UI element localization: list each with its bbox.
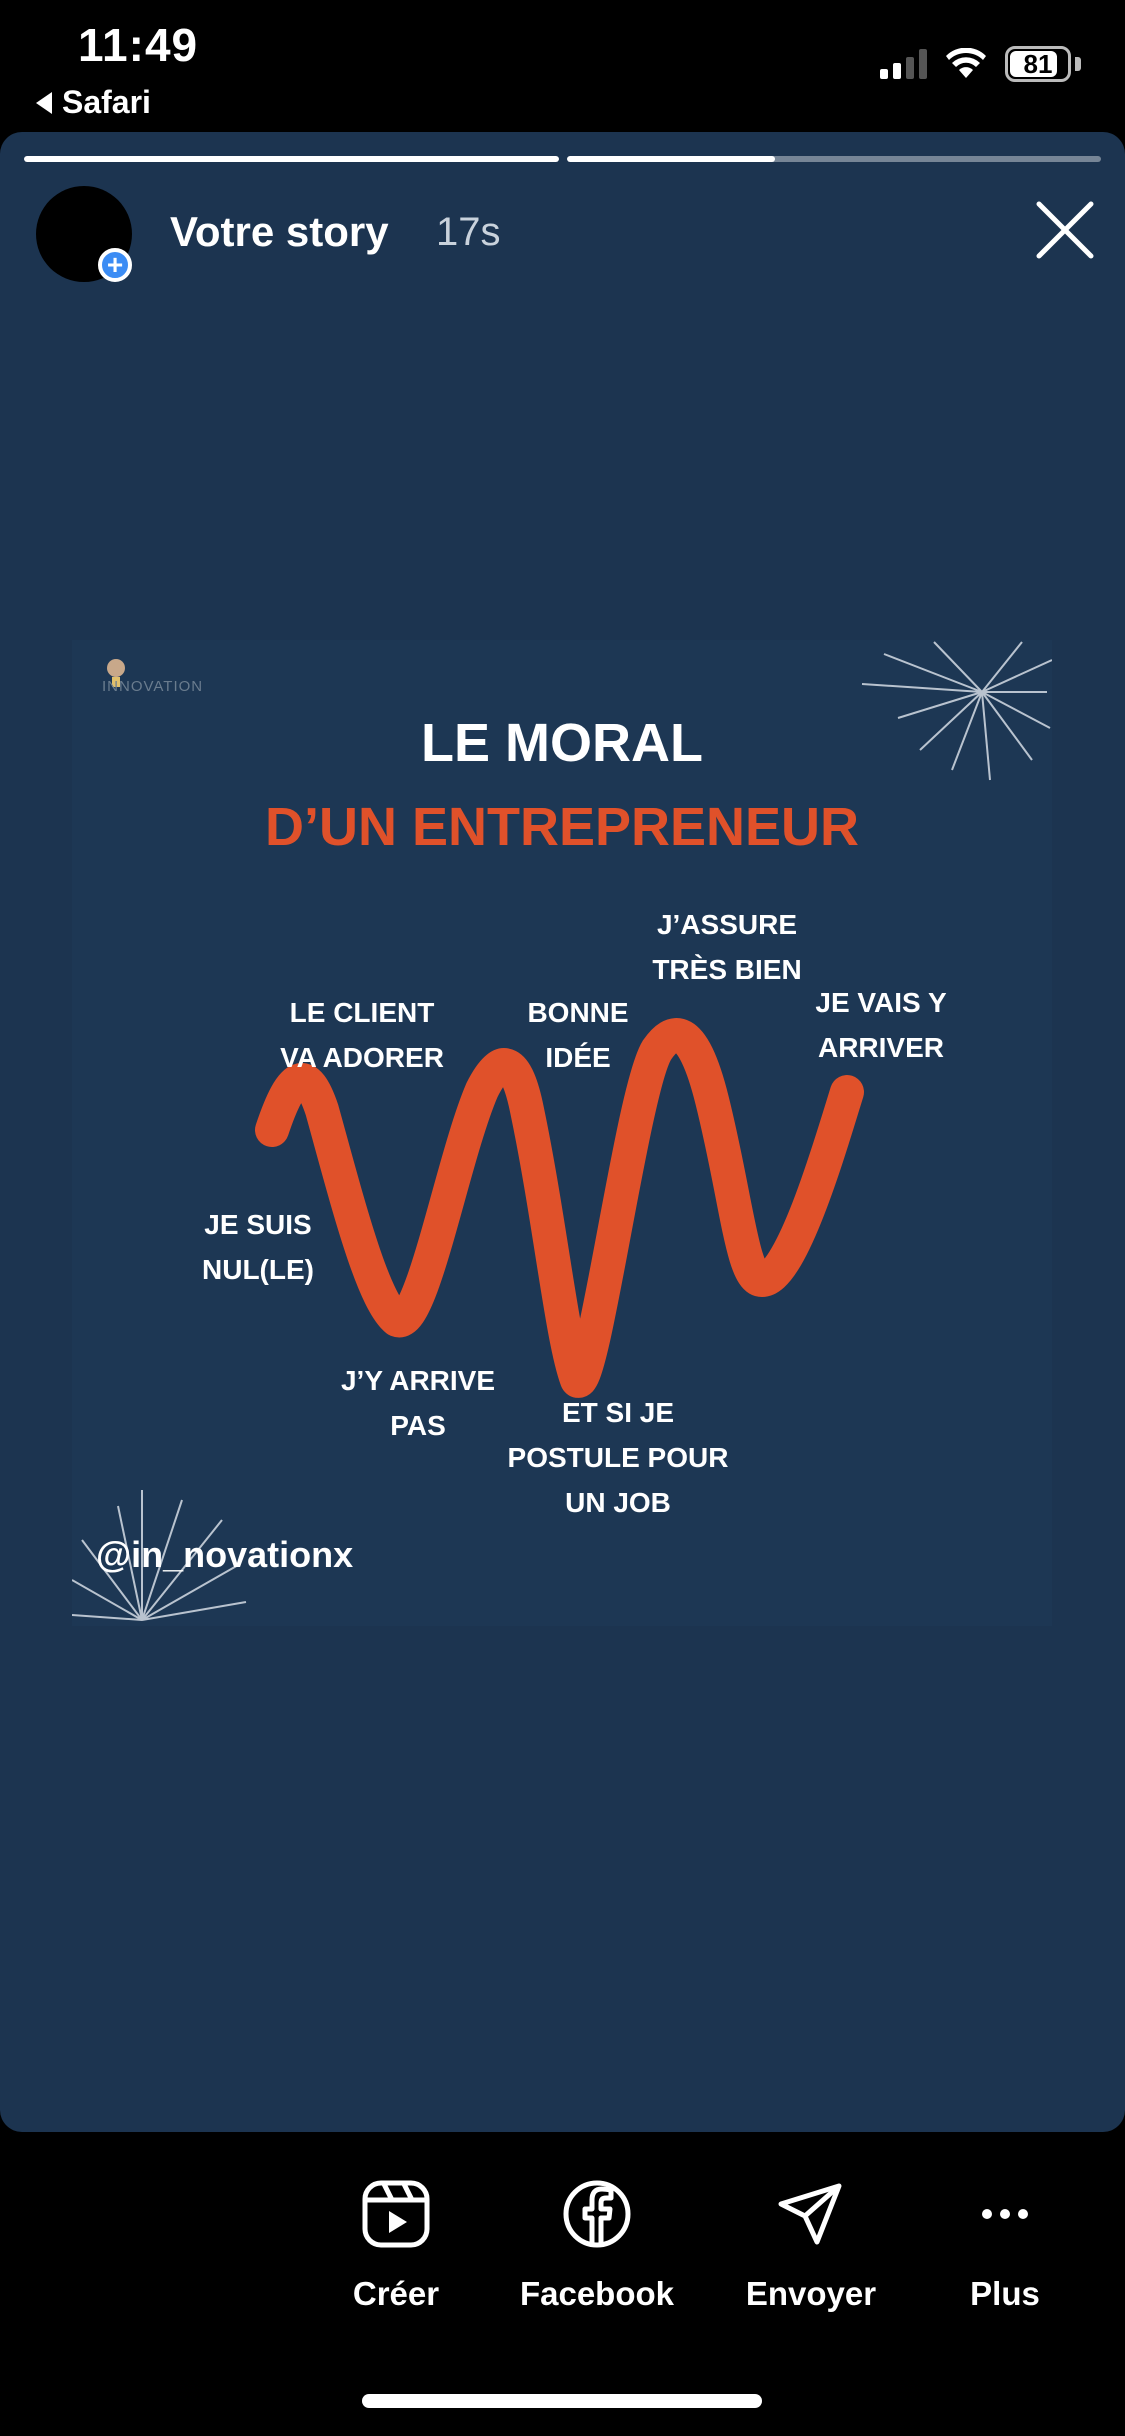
progress-segment bbox=[24, 156, 559, 162]
post-title-line1: LE MORAL bbox=[421, 713, 703, 773]
create-label: Créer bbox=[352, 2275, 440, 2312]
close-icon[interactable] bbox=[1033, 198, 1097, 262]
more-label: Plus bbox=[970, 2275, 1040, 2312]
brand-text: INNOVATION bbox=[102, 678, 204, 695]
battery-level: 81 bbox=[1023, 48, 1053, 79]
more-button[interactable]: Plus bbox=[905, 2178, 1105, 2313]
facebook-button[interactable]: Facebook bbox=[497, 2178, 697, 2313]
send-button[interactable]: Envoyer bbox=[711, 2178, 911, 2313]
progress-segment bbox=[566, 156, 1101, 162]
home-indicator[interactable] bbox=[362, 2394, 762, 2408]
story-title: Votre story bbox=[170, 208, 389, 255]
facebook-icon bbox=[563, 2180, 631, 2248]
back-label: Safari bbox=[62, 84, 151, 120]
reels-icon bbox=[362, 2180, 430, 2248]
send-icon bbox=[778, 2183, 842, 2245]
post-title-line2: D’UN ENTREPRENEUR bbox=[264, 797, 860, 857]
label-et-si-je: ET SI JE POSTULE POUR UN JOB bbox=[507, 1397, 729, 1518]
back-to-safari[interactable]: Safari bbox=[36, 84, 151, 121]
send-label: Envoyer bbox=[745, 2275, 877, 2312]
story-viewer[interactable]: + Votre story 17s bbox=[0, 132, 1125, 2132]
label-je-vais: JE VAIS Y ARRIVER bbox=[815, 987, 947, 1063]
sunburst-decoration-top bbox=[861, 641, 1052, 781]
status-time: 11:49 bbox=[78, 19, 199, 71]
label-jassure: J’ASSURE TRÈS BIEN bbox=[652, 909, 802, 985]
story-elapsed: 17s bbox=[436, 210, 501, 254]
story-handle[interactable]: @in_novationx bbox=[96, 1534, 354, 1575]
more-icon bbox=[982, 2209, 1028, 2219]
back-arrow-icon bbox=[36, 91, 52, 114]
label-le-client: LE CLIENT VA ADORER bbox=[280, 997, 444, 1073]
create-button[interactable]: Créer bbox=[296, 2178, 496, 2313]
add-story-icon[interactable]: + bbox=[98, 248, 132, 282]
status-icons: 81 bbox=[880, 46, 1081, 82]
cellular-signal-icon bbox=[880, 49, 927, 79]
post-graphic bbox=[72, 641, 1052, 1621]
label-jy-arrive-pas: J’Y ARRIVE PAS bbox=[340, 1365, 496, 1441]
label-je-suis-nul: JE SUIS NUL(LE) bbox=[202, 1209, 314, 1285]
mood-wave bbox=[255, 1018, 864, 1398]
facebook-label: Facebook bbox=[519, 2275, 675, 2312]
wifi-icon bbox=[946, 48, 986, 78]
story-actions: Créer Facebook Envoyer Plus bbox=[0, 2178, 1125, 2338]
sunburst-decoration-bottom bbox=[72, 1490, 247, 1621]
post-image: INNOVATION LE MORAL D’UN ENTREPRENEUR JE… bbox=[72, 640, 1052, 1626]
brand-logo bbox=[107, 659, 125, 687]
battery-icon: 81 bbox=[1005, 46, 1071, 82]
story-progress bbox=[24, 156, 1101, 162]
label-bonne-idee: BONNE IDÉE bbox=[527, 997, 629, 1073]
